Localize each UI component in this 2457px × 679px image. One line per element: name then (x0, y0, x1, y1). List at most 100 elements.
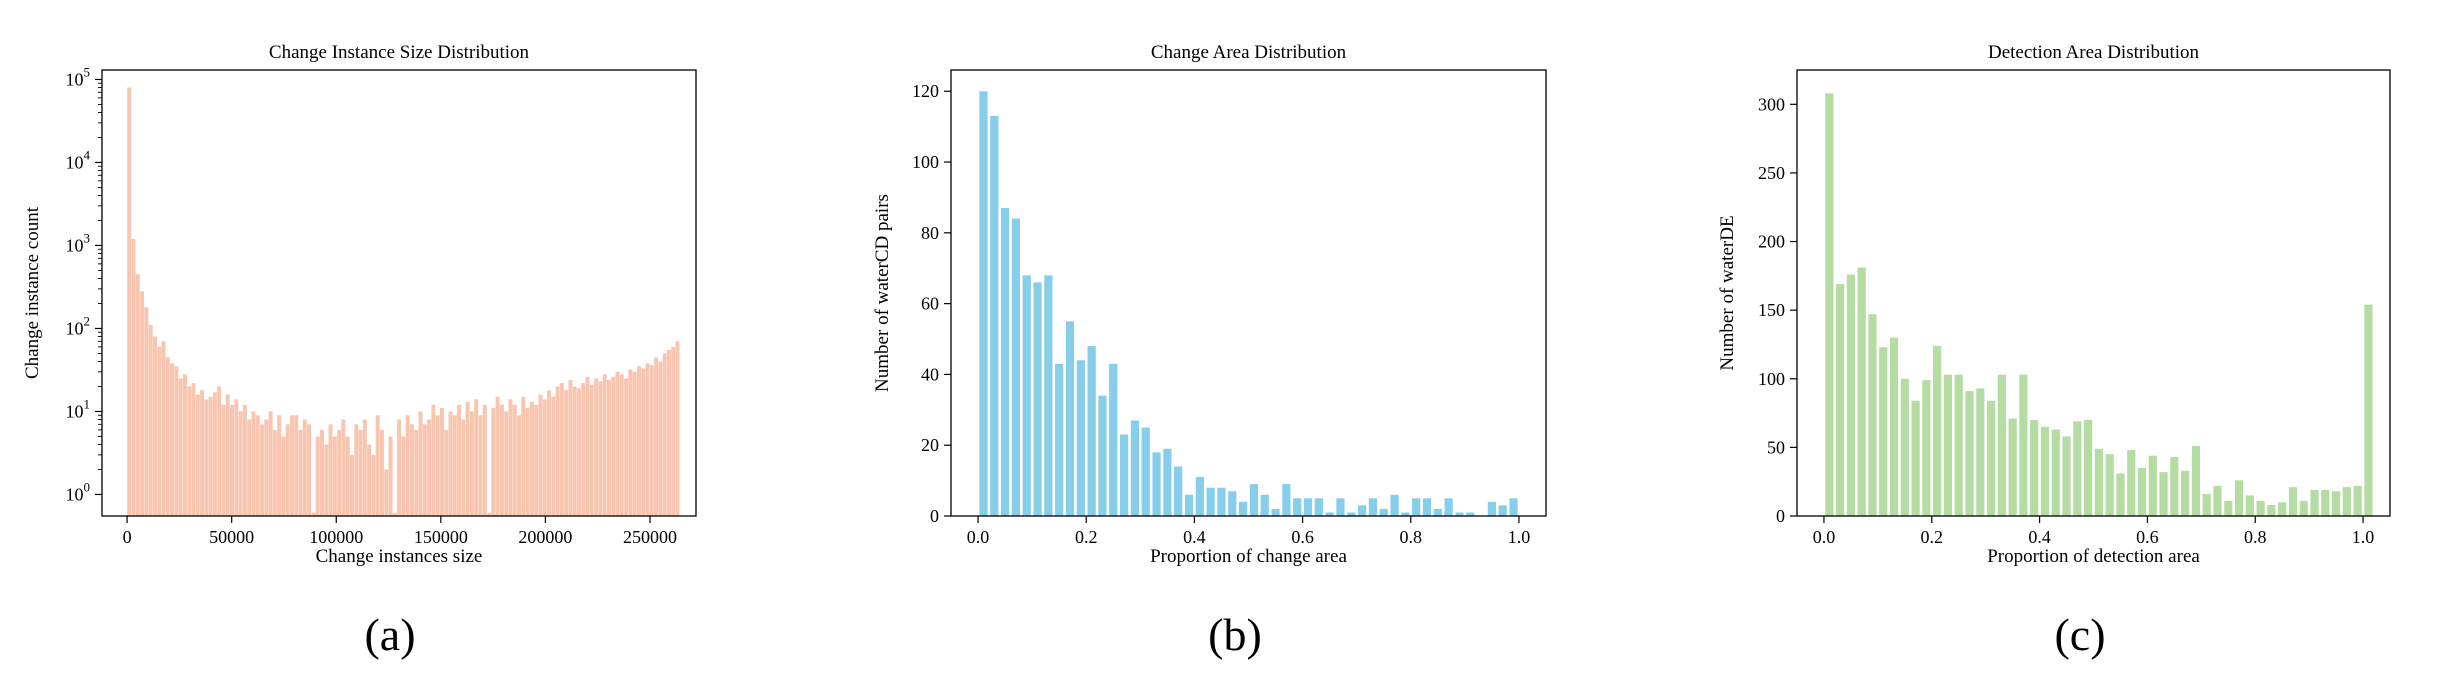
histogram-bar (1152, 452, 1161, 516)
histogram-bar (1293, 498, 1302, 516)
histogram-bar (495, 396, 500, 516)
x-tick-label: 50000 (209, 527, 254, 547)
histogram-bar (534, 404, 539, 516)
x-tick-label: 0.0 (1813, 527, 1836, 547)
histogram-bar (439, 408, 444, 516)
histogram-bar (371, 454, 376, 516)
y-tick-label: 104 (66, 147, 91, 172)
histogram-bar (525, 408, 530, 516)
histogram-bar (1487, 501, 1497, 516)
x-tick-label: 250000 (623, 527, 677, 547)
histogram-bar (2256, 500, 2265, 516)
histogram-bar (1055, 363, 1064, 516)
histogram-bar (345, 436, 350, 516)
histogram-bar (161, 341, 166, 516)
histogram-bar (512, 404, 517, 516)
histogram-bar (2084, 419, 2093, 516)
histogram-bar (2202, 494, 2211, 516)
histogram-bar (547, 390, 552, 516)
histogram-bar (2030, 419, 2039, 516)
histogram-bar (1174, 466, 1183, 516)
histogram-bar (427, 419, 432, 516)
histogram-bar (1033, 282, 1042, 516)
y-axis-label: Number of waterCD pairs (872, 194, 893, 392)
histogram-bar (405, 415, 410, 516)
y-axis-ticks: 0 20 40 60 80 100 120 (912, 81, 951, 526)
y-tick-label: 100 (1758, 369, 1785, 389)
histogram-bar (1065, 321, 1075, 516)
histogram-bar (324, 444, 329, 516)
x-axis-ticks: 0.0 0.2 0.4 0.6 0.8 1.0 (1813, 516, 2374, 547)
histogram-bar (1498, 505, 1507, 516)
histogram-bar (2073, 421, 2082, 516)
chart-change-area: 0.0 0.2 0.4 0.6 0.8 1.0 0 20 40 60 80 100 120 Chang… (872, 42, 1547, 660)
histogram-bar (1184, 494, 1194, 516)
histogram-bar (572, 386, 577, 516)
histogram-bar (1857, 267, 1866, 516)
histogram-bar (2364, 304, 2373, 516)
histogram-bar (2299, 500, 2308, 516)
y-axis-label: Change instance count (22, 206, 43, 379)
histogram-bar (636, 366, 641, 516)
histogram-bar (632, 371, 637, 516)
histogram-bar (521, 396, 526, 516)
histogram-bar (1347, 512, 1356, 516)
histogram-bar (1000, 208, 1010, 517)
histogram-bar (1217, 487, 1226, 516)
histogram-bar (1509, 498, 1518, 516)
histogram-bar (2224, 500, 2233, 516)
histogram-bar (264, 419, 269, 516)
histogram-bar (414, 429, 419, 516)
y-tick-label: 101 (66, 396, 91, 421)
histogram-bar (397, 419, 402, 516)
histogram-bar (2342, 487, 2351, 516)
histogram-bar (320, 429, 324, 516)
histogram-bar (1976, 388, 1985, 516)
histogram-bar (242, 404, 247, 516)
x-tick-label: 1.0 (1508, 527, 1531, 547)
histogram-bar (418, 411, 423, 516)
x-axis-label: Proportion of detection area (1987, 546, 2200, 567)
histogram-bar (551, 396, 556, 516)
histogram-bar (1249, 484, 1259, 516)
histogram-bar (195, 394, 200, 516)
histogram-bar (1098, 395, 1107, 516)
histogram-bar (409, 424, 414, 516)
histogram-bar (491, 408, 496, 516)
chart-title: Change Instance Size Distribution (269, 42, 530, 63)
y-tick-label: 100 (66, 479, 91, 504)
histogram-bar (538, 394, 543, 516)
histogram-bar (191, 383, 196, 516)
chart-title: Detection Area Distribution (1988, 42, 2200, 63)
x-axis-ticks: 0.0 0.2 0.4 0.6 0.8 1.0 (967, 516, 1530, 547)
histogram-bar (2267, 505, 2276, 516)
histogram-bar (461, 419, 466, 516)
x-tick-label: 150000 (414, 527, 468, 547)
histogram-bar (654, 357, 659, 516)
histogram-bar (1206, 487, 1215, 516)
histogram-bar (157, 346, 162, 516)
x-tick-label: 0.8 (2244, 527, 2267, 547)
histogram-bar (990, 116, 999, 517)
histogram-bar (1314, 498, 1323, 516)
histogram-bar (178, 378, 183, 516)
y-tick-label: 200 (1758, 232, 1785, 252)
histogram-bar (482, 404, 487, 516)
bar-series (1825, 93, 2373, 516)
histogram-bar (2159, 472, 2168, 516)
histogram-bar (457, 404, 462, 516)
histogram-bar (200, 390, 205, 516)
histogram-bar (602, 374, 607, 516)
histogram-bar (1163, 448, 1172, 516)
histogram-bar (542, 399, 547, 516)
histogram-bar (555, 386, 560, 516)
histogram-bar (2062, 436, 2071, 516)
histogram-bar (649, 365, 654, 516)
x-axis-label: Proportion of change area (1150, 546, 1347, 567)
histogram-bar (1889, 337, 1899, 516)
histogram-bar (589, 384, 594, 516)
histogram-bar (1922, 380, 1931, 516)
histogram-bar (307, 424, 312, 516)
histogram-bar (285, 424, 290, 516)
histogram-bar (1943, 374, 1953, 516)
